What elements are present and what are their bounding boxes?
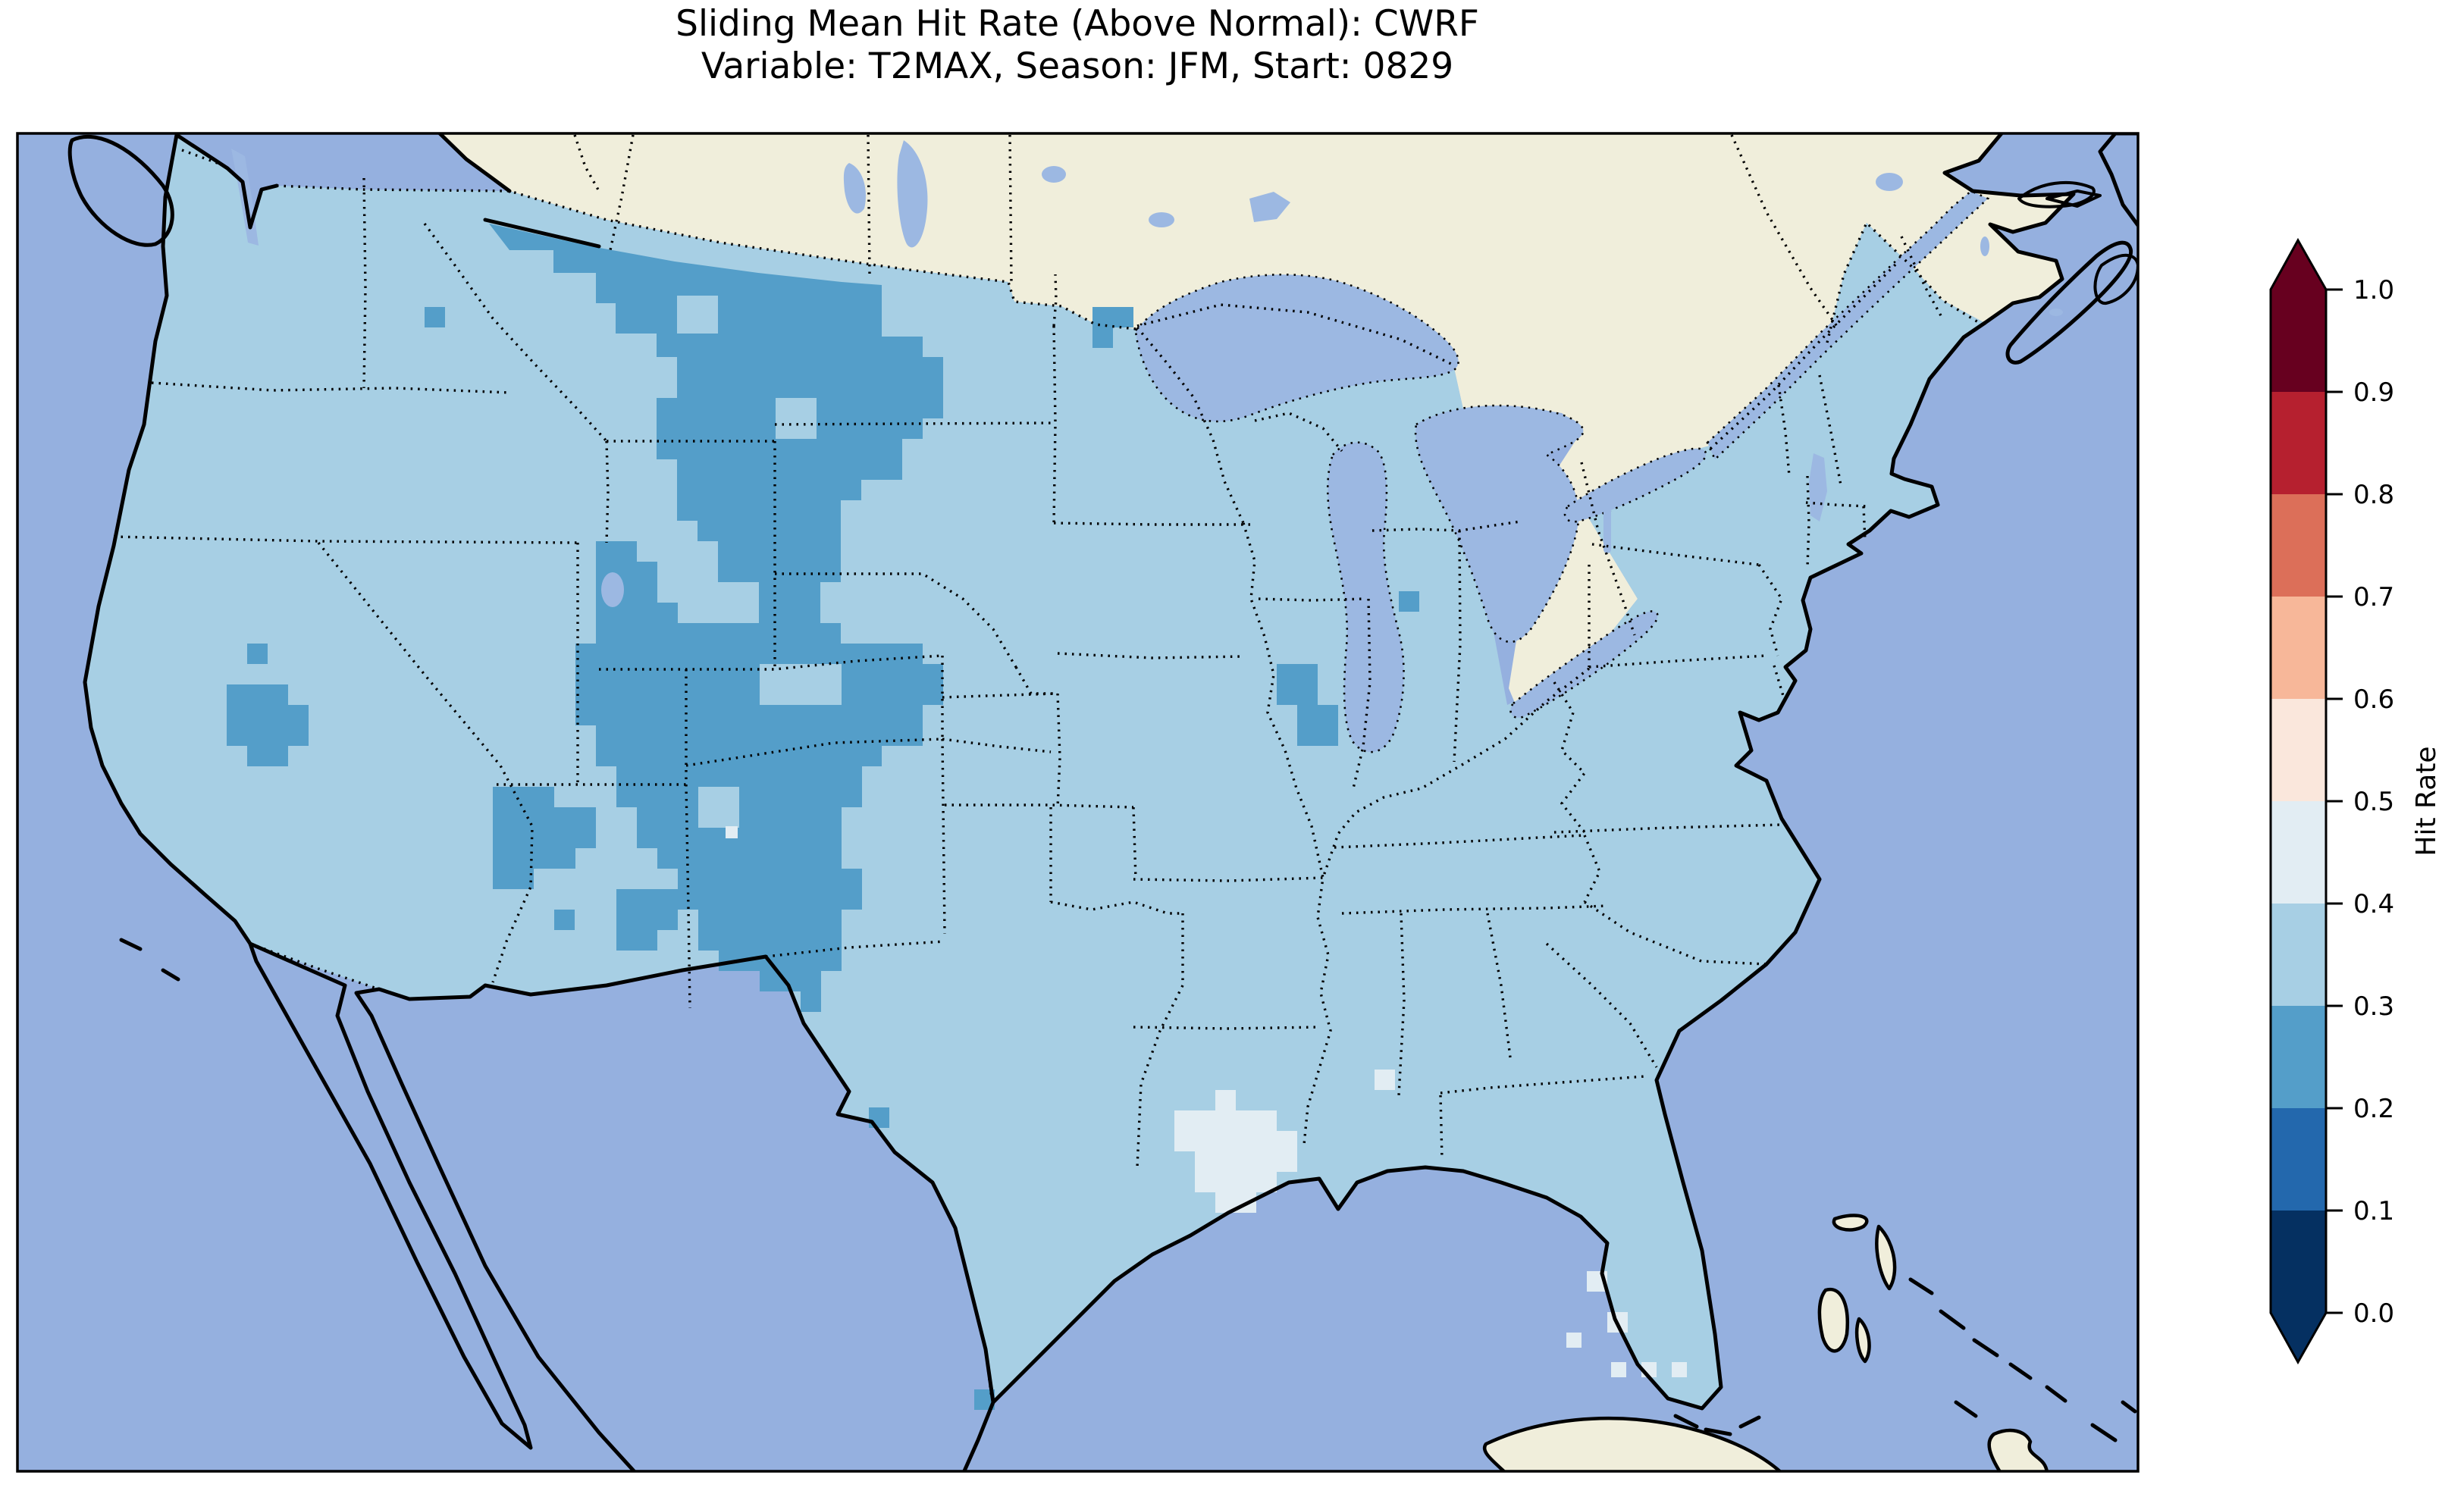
colorbar-bin-0.4-0.5 xyxy=(2271,801,2326,904)
country-borders xyxy=(181,149,1983,1399)
colorbar-extend-over xyxy=(2271,240,2326,290)
colorbar-extend-under xyxy=(2271,1313,2326,1362)
hispaniola-tip xyxy=(1987,1428,2049,1471)
great-salt-lake xyxy=(601,572,624,607)
colorbar-ticklabel-0.4: 0.4 xyxy=(2353,889,2394,919)
map-frame xyxy=(16,132,2140,1473)
bahamas-grand xyxy=(1832,1214,1869,1232)
colorbar-bin-0.5-0.6 xyxy=(2271,699,2326,801)
colorbar-ticklabel-0.3: 0.3 xyxy=(2353,991,2394,1022)
hitrate-patches-mid xyxy=(726,826,1687,1377)
colorbar-bin-0.8-0.9 xyxy=(2271,392,2326,494)
colorbar-ticklabel-0.7: 0.7 xyxy=(2353,582,2394,612)
figure-title: Sliding Mean Hit Rate (Above Normal): CW… xyxy=(676,3,1479,45)
us-canada-border xyxy=(181,149,228,168)
great-lakes xyxy=(1134,189,1990,753)
colorbar-ticklabel-0.6: 0.6 xyxy=(2353,684,2394,715)
colorbar-ticklabel-0.2: 0.2 xyxy=(2353,1094,2394,1124)
colorbar-ticklabel-0.1: 0.1 xyxy=(2353,1196,2394,1226)
border-coast-segment xyxy=(483,218,601,249)
lake-winnipeg xyxy=(897,140,928,248)
lake-of-the-woods xyxy=(1042,166,1066,183)
nb-lake xyxy=(1980,236,1989,256)
baja-california xyxy=(248,941,533,1450)
quebec-lake xyxy=(1876,173,1903,191)
atlantic-gulf-coast xyxy=(991,321,1987,1411)
colorbar-bin-0.0-0.1 xyxy=(2271,1211,2326,1313)
bahamas-eleuthera xyxy=(1875,1224,1897,1291)
colorbar-bin-0.2-0.3 xyxy=(2271,1006,2326,1108)
state-borders xyxy=(113,134,1944,1168)
canada-pacific-coast xyxy=(437,133,512,193)
us-mexico-border xyxy=(249,942,993,1399)
lake-michigan xyxy=(1326,441,1405,753)
bahamas-andros xyxy=(1817,1287,1849,1353)
finger-lake xyxy=(1603,494,1611,553)
lake-manitoba xyxy=(843,163,866,214)
colorbar-bin-0.6-0.7 xyxy=(2271,597,2326,699)
small-island-dashes xyxy=(119,938,2137,1442)
nova-scotia xyxy=(2005,240,2133,365)
islands xyxy=(119,938,2137,1471)
us-fill-base xyxy=(85,135,1985,1408)
coastlines xyxy=(83,133,2076,1411)
colorbar-segments xyxy=(2271,290,2326,1313)
cape-breton xyxy=(2093,253,2138,305)
bahamas-exuma xyxy=(1855,1317,1871,1364)
colorbar-bin-0.9-1.0 xyxy=(2271,290,2326,392)
lake-superior xyxy=(1134,273,1459,423)
colorbar-ticklabel-0.0: 0.0 xyxy=(2353,1298,2394,1329)
colorbar-ticklabel-0.8: 0.8 xyxy=(2353,480,2394,510)
vancouver-island xyxy=(67,135,174,247)
st-lawrence-river xyxy=(1706,189,1990,462)
olympic-puget-coast xyxy=(174,133,279,230)
ns-lake xyxy=(2049,309,2063,316)
colorbar: 0.0 0.1 0.2 0.3 0.4 0.5 0.6 0.7 0.8 0.9 1.0 Hit Ra… xyxy=(2269,237,2442,1365)
lake-champlain xyxy=(1809,453,1827,521)
colorbar-label: Hit Rate xyxy=(2411,746,2442,856)
pacific-coast xyxy=(83,133,252,946)
colorbar-ticklabel-0.9: 0.9 xyxy=(2353,377,2394,408)
lake-erie xyxy=(1509,610,1659,719)
colorbar-ticklabel-0.5: 0.5 xyxy=(2353,787,2394,817)
lake-ontario xyxy=(1563,447,1707,523)
colorbar-ticklabel-1.0: 1.0 xyxy=(2353,275,2394,305)
mexico-mainland xyxy=(354,954,995,1471)
lake-nipigon xyxy=(1249,192,1290,222)
florida-keys xyxy=(1673,1414,1699,1429)
map-axes xyxy=(17,133,2138,1471)
canada-landmass xyxy=(440,133,2074,706)
hitrate-patches-low xyxy=(227,224,1419,1410)
lake-huron xyxy=(1414,404,1585,644)
cuba xyxy=(1482,1416,1782,1471)
channel-islands xyxy=(119,938,143,951)
colorbar-bin-0.3-0.4 xyxy=(2271,904,2326,1006)
newfoundland-corner xyxy=(2098,133,2138,229)
colorbar-bin-0.1-0.2 xyxy=(2271,1108,2326,1211)
colorbar-ticks: 0.0 0.1 0.2 0.3 0.4 0.5 0.6 0.7 0.8 0.9 1.0 xyxy=(2326,275,2394,1329)
canada-atlantic-coast xyxy=(1942,133,2076,325)
colorbar-bin-0.7-0.8 xyxy=(2271,494,2326,597)
canadian-lake xyxy=(1149,212,1174,227)
figure-subtitle: Variable: T2MAX, Season: JFM, Start: 082… xyxy=(701,45,1453,87)
hitrate-patch-holes xyxy=(499,250,842,828)
